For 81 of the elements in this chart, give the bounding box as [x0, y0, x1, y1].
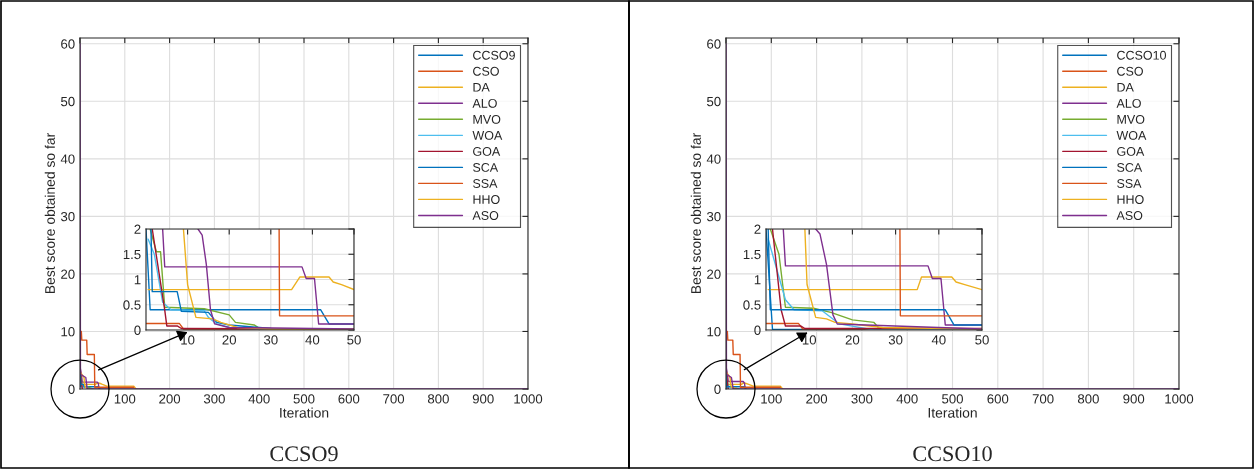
x-tick-label: 900: [472, 394, 494, 404]
x-tick-label: 700: [383, 394, 405, 404]
text: CCSO10: [913, 446, 992, 462]
x-tick-label: 600: [338, 394, 360, 404]
y-tick-label: 0: [754, 325, 761, 335]
x-tick-label: 400: [248, 394, 270, 404]
x-tick-label: 800: [1077, 394, 1099, 404]
y-tick-label: 0: [134, 325, 141, 335]
y-tick-label: 60: [707, 39, 721, 49]
x-tick-label: 300: [851, 394, 873, 404]
x-tick-label: 500: [942, 394, 963, 404]
y-axis-title: Best score obtained so far: [690, 133, 701, 294]
legend-label: DA: [473, 83, 490, 92]
x-tick-label: 30: [263, 335, 278, 345]
legend-label: GOA: [1117, 146, 1145, 156]
legend-label: SSA: [473, 179, 498, 188]
legend-label: SCA: [473, 163, 499, 172]
x-tick-label: 500: [293, 394, 315, 404]
y-tick-label: 30: [706, 211, 721, 222]
legend-label: MVO: [473, 114, 501, 124]
y-tick-label: 30: [60, 211, 75, 222]
x-tick-label: 800: [427, 394, 449, 404]
text: CCSO9: [270, 446, 338, 462]
x-tick-label: 50: [975, 335, 989, 345]
y-tick-label: 40: [60, 154, 75, 164]
y-tick-label: 10: [707, 327, 721, 337]
x-tick-label: 40: [305, 335, 320, 345]
x-tick-label: 40: [931, 335, 946, 345]
y-tick-label: 0.5: [123, 300, 141, 310]
legend-label: SCA: [1117, 163, 1143, 172]
legend-label: ALO: [472, 98, 497, 108]
x-tick-label: 200: [159, 394, 181, 404]
x-tick-label: 10: [802, 335, 817, 345]
legend-label: SSA: [1117, 179, 1142, 188]
x-tick-label: 30: [888, 335, 903, 345]
legend-label: WOA: [472, 130, 503, 140]
legend-label: WOA: [1116, 130, 1147, 140]
y-tick-label: 0: [68, 384, 75, 394]
x-tick-label: 700: [1032, 394, 1054, 404]
y-tick-label: 50: [706, 96, 721, 107]
legend-label: CSO: [473, 66, 499, 76]
legend-label: CSO: [1117, 66, 1143, 76]
y-tick-label: 1.5: [123, 249, 141, 260]
y-tick-label: 1: [134, 275, 141, 285]
y-tick-label: 1: [754, 275, 761, 285]
legend-label: ASO: [472, 211, 499, 220]
y-tick-label: 2: [134, 224, 141, 234]
y-tick-label: 20: [707, 269, 721, 279]
x-tick-label: 100: [761, 394, 782, 404]
x-tick-label: 900: [1123, 394, 1145, 404]
legend-label: DA: [1117, 83, 1134, 92]
x-tick-label: 50: [347, 335, 361, 345]
y-tick-label: 60: [61, 39, 75, 49]
y-tick-label: 40: [706, 154, 721, 164]
x-tick-label: 300: [203, 394, 225, 404]
y-tick-label: 0.5: [743, 300, 761, 310]
legend-label: ASO: [1116, 211, 1143, 220]
x-tick-label: 1000: [514, 394, 543, 404]
legend-label: GOA: [473, 146, 501, 156]
y-tick-label: 20: [61, 269, 75, 279]
x-tick-label: 200: [806, 394, 828, 404]
y-tick-label: 1.5: [743, 249, 761, 260]
legend-label: HHO: [1117, 195, 1144, 204]
y-tick-label: 2: [754, 224, 761, 234]
y-tick-label: 50: [60, 96, 75, 107]
y-tick-label: 0: [714, 384, 721, 394]
x-tick-label: 1000: [1165, 394, 1194, 404]
x-tick-label: 600: [987, 394, 1009, 404]
x-tick-label: 400: [896, 394, 918, 404]
y-axis-title: Best score obtained so far: [44, 133, 55, 294]
legend-label: ALO: [1116, 98, 1141, 108]
x-axis-title: Iteration: [280, 407, 329, 418]
x-tick-label: 20: [845, 335, 860, 345]
x-axis-title: Iteration: [928, 407, 977, 418]
x-tick-label: 20: [222, 335, 237, 345]
legend-label: CCSO9: [473, 50, 515, 60]
x-tick-label: 100: [114, 394, 136, 404]
legend-label: MVO: [1117, 114, 1145, 124]
legend-label: CCSO10: [1117, 50, 1167, 60]
legend-label: HHO: [473, 195, 500, 204]
y-tick-label: 10: [61, 327, 75, 337]
